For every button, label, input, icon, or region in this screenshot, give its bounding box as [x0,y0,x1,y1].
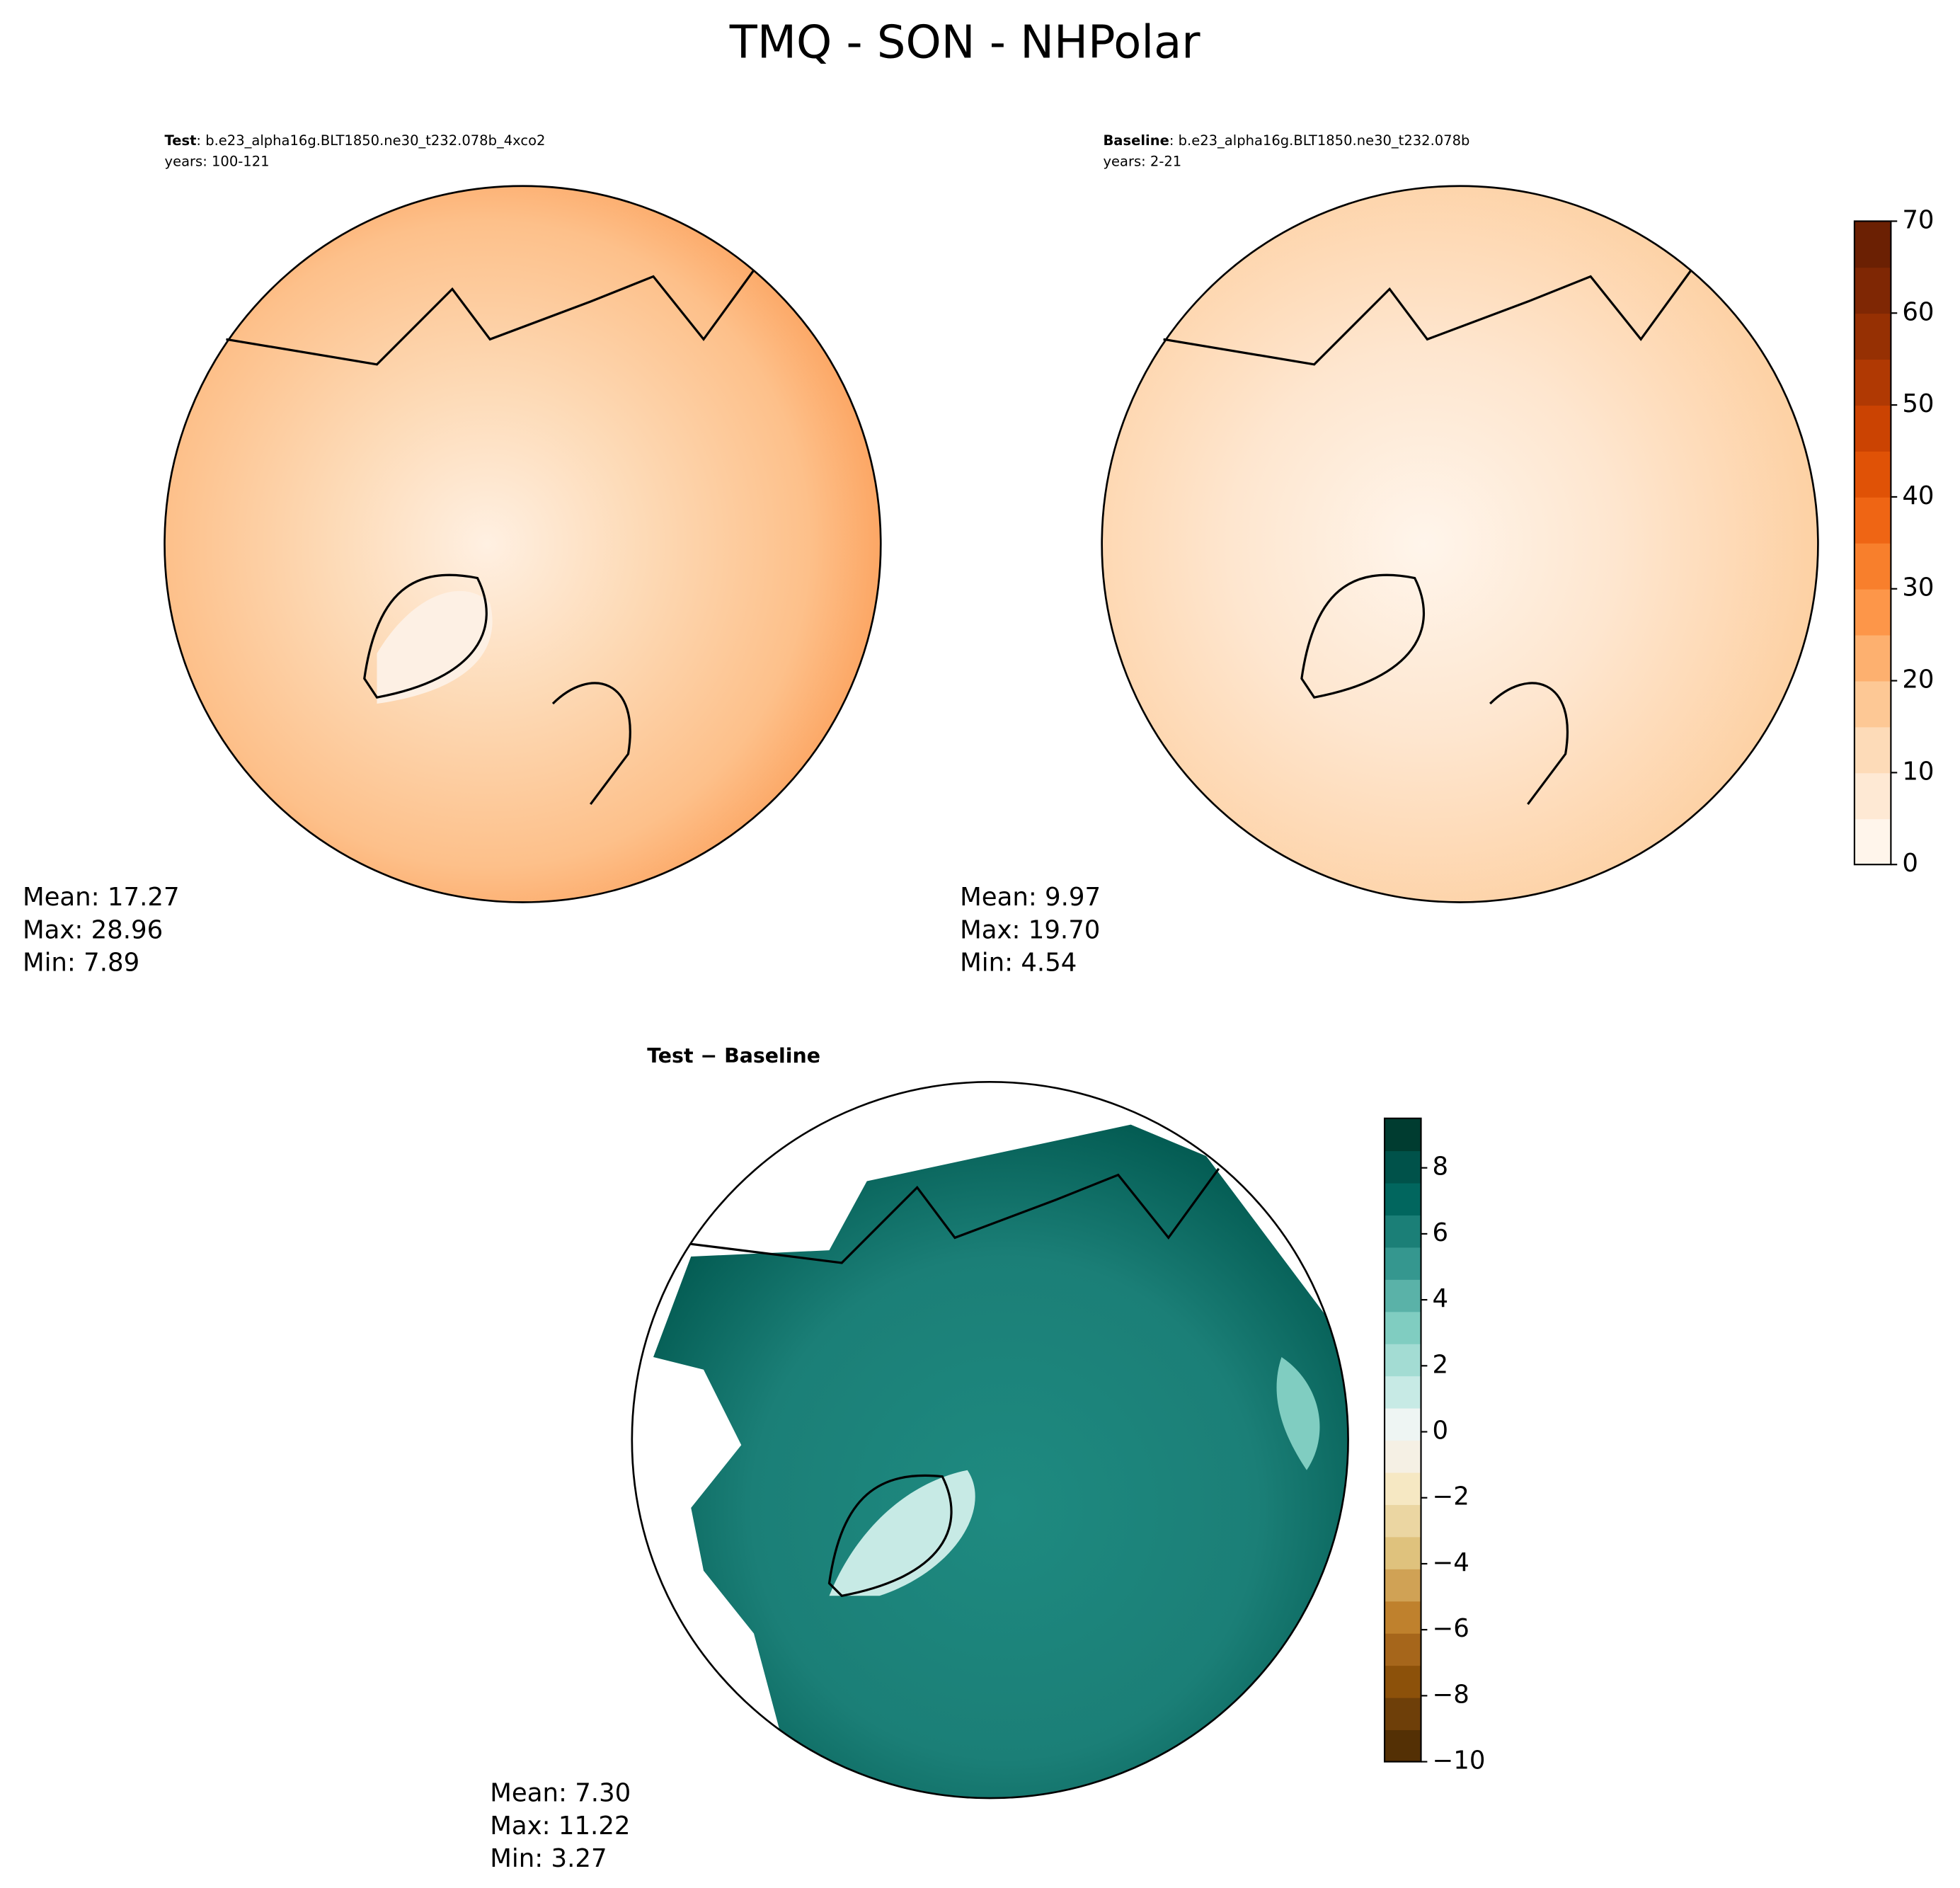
stat: Max: 28.96 [23,915,163,944]
colorbar-band [1385,1697,1421,1731]
stat: Mean: 9.97 [960,883,1101,912]
coastline [226,269,755,805]
panel-label: Baseline [1103,132,1169,148]
colorbar-band [1854,405,1891,452]
colorbar-tick-label: 6 [1433,1218,1449,1247]
colorbar-tick-label: 50 [1902,389,1934,418]
colorbar-frame [1383,1117,1422,1763]
colorbar-band [1385,1407,1421,1441]
colorbar-band [1385,1568,1421,1602]
stat: Min: 7.89 [23,948,139,977]
difference-field [653,1124,1348,1799]
colorbar-band [1385,1343,1421,1377]
colorbar-band [1854,680,1891,728]
colorbar-tick-label: 70 [1902,205,1934,234]
panel-title: Baseline: b.e23_alpha16g.BLT1850.ne30_t2… [1103,132,1469,148]
panel-title: Test: b.e23_alpha16g.BLT1850.ne30_t232.0… [165,132,546,148]
colorbar-band [1854,359,1891,406]
colorbar-tick-label: 10 [1902,757,1934,786]
panel-title: Test − Baseline [647,1044,820,1068]
colorbar-band [1854,451,1891,498]
colorbar-band [1385,1247,1421,1280]
stat: Max: 11.22 [490,1812,630,1841]
figure-title: TMQ - SON - NHPolar [729,17,1201,69]
panel-case: : b.e23_alpha16g.BLT1850.ne30_t232.078b [1169,132,1470,148]
colorbar-band [1385,1729,1421,1763]
colorbar-tick-label: −2 [1433,1482,1469,1511]
stat: Mean: 17.27 [23,883,180,912]
colorbar-band [1854,267,1891,314]
greenland-anomaly [829,1470,975,1596]
colorbar-tick-label: −8 [1433,1680,1469,1709]
colorbar-band [1854,726,1891,774]
map [164,185,882,903]
colorbar-tick-label: 60 [1902,297,1934,326]
stat: Min: 3.27 [490,1844,607,1873]
colorbar-band [1385,1375,1421,1409]
colorbar-tick-label: 0 [1433,1417,1449,1446]
coastline [1163,269,1692,805]
colorbar-band [1854,542,1891,590]
panel-case: : b.e23_alpha16g.BLT1850.ne30_t232.078b_… [196,132,545,148]
colorbar-band [1385,1601,1421,1634]
colorbar-band [1385,1311,1421,1344]
colorbar-band [1854,772,1891,820]
colorbar-tick-label: 8 [1433,1152,1449,1182]
colorbar-band [1385,1536,1421,1569]
colorbar-tick-label: 4 [1433,1284,1449,1313]
colorbar-band [1854,496,1891,544]
colorbar-tick-label: 0 [1902,849,1918,878]
colorbar-band [1854,313,1891,360]
colorbar-band [1385,1665,1421,1698]
colorbar-frame [1853,220,1892,866]
stat: Min: 4.54 [960,948,1077,977]
colorbar-tick-label: 40 [1902,481,1934,510]
colorbar-band [1854,634,1891,682]
colorbar-band [1385,1150,1421,1184]
colorbar-tick-label: −6 [1433,1614,1469,1643]
colorbar-band [1385,1632,1421,1666]
colorbar-band [1385,1504,1421,1538]
colorbar-tick-label: −10 [1433,1746,1486,1775]
colorbar-tick-label: −4 [1433,1548,1469,1577]
coastline [691,1167,1220,1598]
colorbar-band [1854,588,1891,636]
stat: Max: 19.70 [960,915,1100,944]
colorbar-band [1385,1182,1421,1215]
colorbar-band [1385,1278,1421,1312]
colorbar-band [1385,1472,1421,1505]
colorbar-tick-label: 2 [1433,1350,1449,1379]
map-border [631,1080,1349,1800]
colorbar-tick-label: 20 [1902,665,1934,694]
colorbar-tick-label: 30 [1902,573,1934,602]
greenland [377,590,493,704]
anomaly [1276,1357,1320,1470]
panel-label: Test [165,132,197,148]
panel-years: years: 100-121 [165,154,270,170]
map [1101,185,1819,903]
colorbar-band [1385,1118,1421,1152]
colorbar-band [1854,221,1891,268]
colorbar-band [1385,1215,1421,1248]
panel-years: years: 2-21 [1103,154,1181,170]
stat: Mean: 7.30 [490,1779,631,1808]
colorbar-band [1854,818,1891,866]
colorbar-band [1385,1440,1421,1473]
